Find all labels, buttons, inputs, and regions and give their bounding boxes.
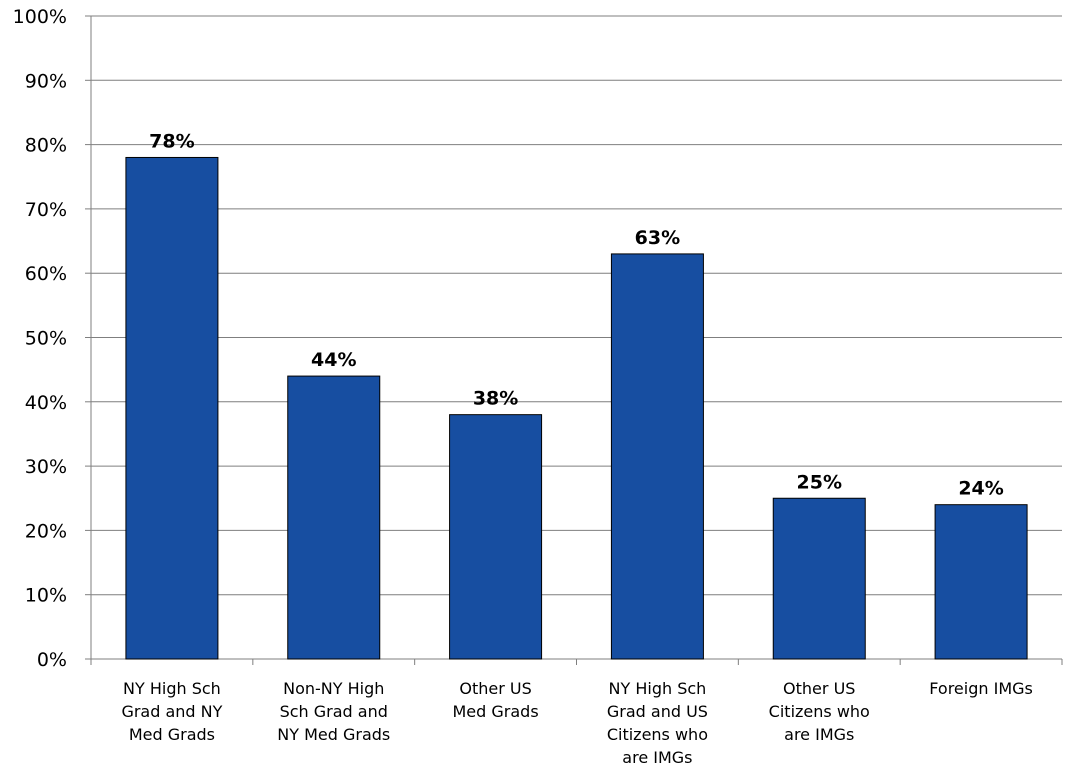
y-tick-label: 10% (25, 585, 67, 607)
bar (125, 156, 219, 660)
bar (934, 504, 1028, 660)
y-tick-label: 100% (13, 6, 67, 28)
bars (125, 156, 1028, 660)
x-category-label-line: NY High Sch (123, 679, 221, 698)
data-label: 78% (149, 130, 194, 152)
data-label: 24% (958, 478, 1003, 500)
data-label: 63% (635, 227, 680, 249)
x-category-label-line: Grad and NY (121, 702, 222, 721)
x-category-label-line: Foreign IMGs (929, 679, 1033, 698)
x-category-label-line: Grad and US (607, 702, 708, 721)
data-label: 44% (311, 349, 356, 371)
x-category-label: NY High Sch Grad and US Citizens who are IM… (607, 679, 708, 767)
y-axis-tick-labels: 0% 10% 20% 30% 40% 50% 60% 70% 80% 90% 100% (13, 6, 67, 671)
x-category-label: NY High Sch Grad and NY Med Grads (121, 679, 222, 744)
x-category-label-line: Sch Grad and (280, 702, 388, 721)
x-category-label-line: NY High Sch (609, 679, 707, 698)
x-category-label-line: Non-NY High (283, 679, 384, 698)
x-category-label-line: are IMGs (784, 725, 854, 744)
y-tick-label: 20% (25, 520, 67, 542)
bar (287, 375, 381, 660)
x-category-label: Non-NY High Sch Grad and NY Med Grads (277, 679, 390, 744)
x-category-label: Other US Citizens who are IMGs (769, 679, 870, 744)
x-category-label: Foreign IMGs (929, 679, 1033, 698)
y-tick-label: 60% (25, 263, 67, 285)
y-tick-label: 90% (25, 70, 67, 92)
bar (449, 414, 543, 660)
bar (610, 253, 704, 660)
x-category-label-line: Other US (783, 679, 855, 698)
y-tick-label: 70% (25, 199, 67, 221)
data-label: 25% (797, 471, 842, 493)
data-labels: 78% 44% 38% 63% 25% 24% (149, 130, 1004, 499)
axes (85, 15, 1063, 665)
x-category-label-line: Med Grads (129, 725, 215, 744)
x-category-label: Other US Med Grads (452, 679, 538, 721)
x-category-label-line: Other US (459, 679, 531, 698)
x-category-label-line: Citizens who (769, 702, 870, 721)
data-label: 38% (473, 388, 518, 410)
bar (772, 497, 866, 660)
x-axis-category-labels: NY High Sch Grad and NY Med Grads Non-NY Hi… (121, 679, 1032, 767)
y-tick-label: 0% (37, 649, 67, 671)
y-tick-label: 80% (25, 135, 67, 157)
x-category-label-line: are IMGs (622, 748, 692, 767)
y-tick-label: 50% (25, 328, 67, 350)
x-category-label-line: Med Grads (452, 702, 538, 721)
y-tick-label: 40% (25, 392, 67, 414)
x-category-label-line: Citizens who (607, 725, 708, 744)
x-category-label-line: NY Med Grads (277, 725, 390, 744)
grid-lines (91, 15, 1062, 596)
y-tick-label: 30% (25, 456, 67, 478)
